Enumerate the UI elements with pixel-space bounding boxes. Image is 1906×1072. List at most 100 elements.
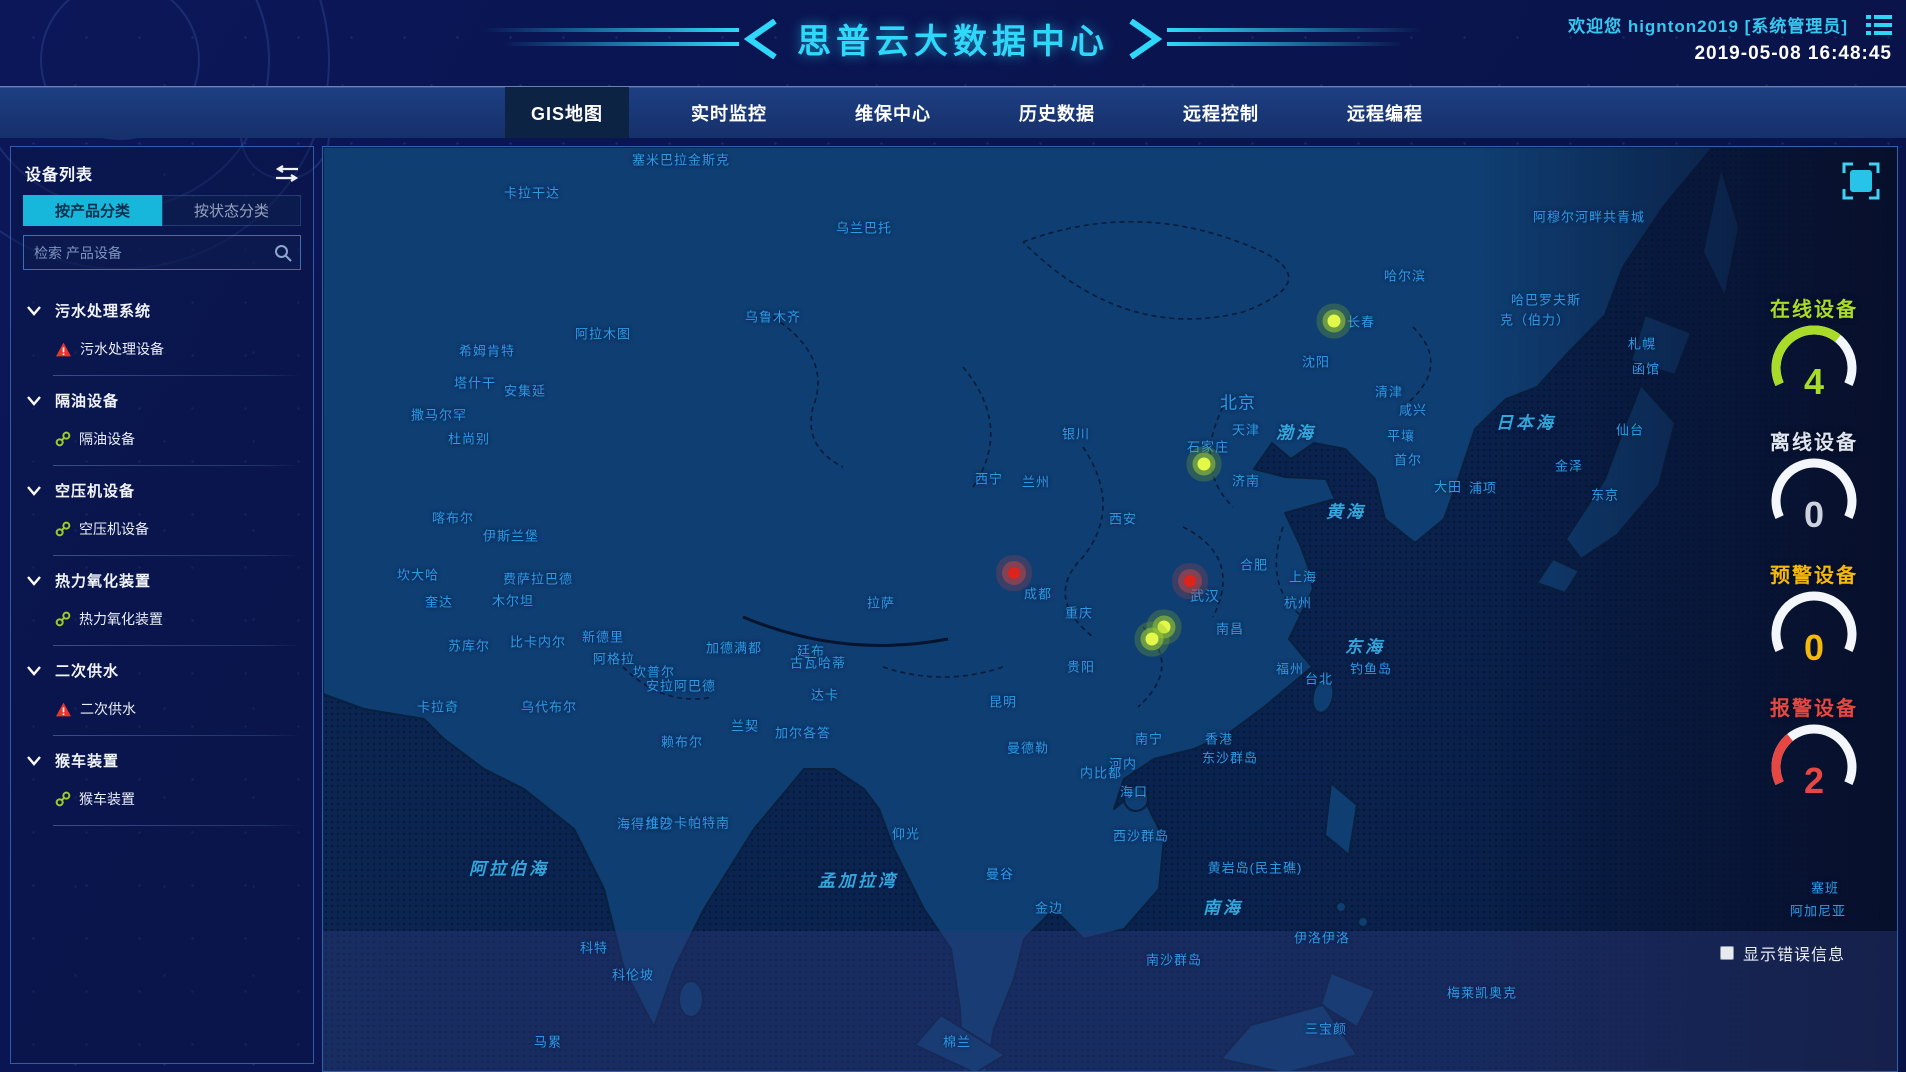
device-item-label: 隔油设备 [79, 431, 135, 447]
chevron-down-icon [27, 395, 41, 406]
header: 思普云大数据中心 欢迎您 hignton2019 [系统管理员] [0, 0, 1906, 86]
gis-map[interactable]: 卡拉干达 塞米巴拉金斯克 乌兰巴托 阿穆尔河畔共青城 哈巴罗夫斯 克（伯力） 哈尔滨 长春 沈阳… [322, 146, 1898, 1072]
divider [53, 375, 301, 376]
device-group-header-1[interactable]: 污水处理系统 [23, 288, 301, 329]
device-group-label: 热力氧化装置 [55, 573, 152, 590]
gauge-warning: 预警设备 0 [1754, 559, 1874, 674]
divider [53, 645, 301, 646]
chevron-down-icon [27, 665, 41, 676]
device-item[interactable]: 猴车装置 [23, 779, 301, 817]
device-tree: 污水处理系统 污水处理设备 隔油设备 隔油设备 空压机设备 空压机设备 热力氧化装置 热力氧化… [23, 288, 301, 826]
swap-arrows-icon[interactable] [275, 164, 299, 182]
gauge-offline: 离线设备 0 [1754, 426, 1874, 541]
show-errors-label: 显示错误信息 [1742, 947, 1845, 964]
device-group-header-6[interactable]: 猴车装置 [23, 738, 301, 779]
search-icon[interactable] [274, 244, 292, 267]
nav-tab-2[interactable]: 实时监控 [691, 103, 768, 124]
gauge-alarm: 报警设备 2 [1754, 692, 1874, 807]
device-group: 猴车装置 猴车装置 [23, 738, 301, 826]
gauge-arc-warning: 0 [1771, 591, 1857, 668]
sidebar-tab-2[interactable]: 按状态分类 [162, 195, 301, 226]
device-item-label: 热力氧化装置 [79, 611, 163, 627]
device-group-header-2[interactable]: 隔油设备 [23, 378, 301, 419]
device-marker-online[interactable] [1327, 314, 1341, 328]
svg-text:0: 0 [1804, 494, 1824, 535]
fullscreen-button[interactable] [1841, 161, 1881, 204]
svg-text:2: 2 [1804, 760, 1824, 801]
gauge-label-online: 在线设备 [1770, 299, 1858, 321]
gauge-arc-offline: 0 [1771, 458, 1857, 535]
device-item[interactable]: 隔油设备 [23, 419, 301, 457]
gauge-label-offline: 离线设备 [1770, 432, 1858, 454]
warning-triangle-icon [56, 702, 71, 716]
divider [53, 465, 301, 466]
nav-tab-5[interactable]: 远程控制 [1183, 103, 1260, 124]
chain-link-icon [55, 521, 71, 537]
show-errors-checkbox-row[interactable]: 显示错误信息 [1719, 941, 1845, 965]
title-decoration-right [1129, 18, 1423, 59]
search-box [23, 235, 301, 270]
warning-triangle-icon [56, 342, 71, 356]
device-item[interactable]: 污水处理设备 [23, 329, 301, 367]
device-marker-online[interactable] [1145, 632, 1159, 646]
gauge-arc-alarm: 2 [1771, 724, 1857, 801]
device-marker-online[interactable] [1197, 457, 1211, 471]
map-bottom-band [323, 931, 1897, 1071]
device-marker-alarm[interactable] [1008, 567, 1020, 579]
device-list-title: 设备列表 [25, 167, 94, 184]
chevron-down-icon [27, 755, 41, 766]
gauge-label-alarm: 报警设备 [1770, 698, 1858, 720]
show-errors-checkbox[interactable] [1719, 946, 1734, 960]
divider [53, 555, 301, 556]
device-item[interactable]: 空压机设备 [23, 509, 301, 547]
gauge-arc-online: 4 [1771, 325, 1857, 402]
device-group: 二次供水 二次供水 [23, 648, 301, 736]
chevron-down-icon [27, 305, 41, 316]
nav-tab-4[interactable]: 历史数据 [1019, 103, 1096, 124]
device-group-label: 污水处理系统 [55, 303, 152, 320]
gauge-label-warning: 预警设备 [1770, 565, 1858, 587]
welcome-text: 欢迎您 hignton2019 [系统管理员] [1568, 17, 1848, 36]
divider [53, 735, 301, 736]
device-stats-panel: 在线设备 4 离线设备 0 预警设备 0 报警设备 2 [1741, 293, 1887, 807]
device-group-label: 隔油设备 [55, 393, 120, 410]
page-title: 思普云大数据中心 [797, 23, 1109, 61]
chain-link-icon [55, 611, 71, 627]
chevron-down-icon [27, 575, 41, 586]
nav-bar: GIS地图 实时监控 维保中心 历史数据 远程控制 远程编程 [0, 86, 1906, 138]
device-group-header-4[interactable]: 热力氧化装置 [23, 558, 301, 599]
device-item[interactable]: 二次供水 [23, 689, 301, 727]
device-item-label: 污水处理设备 [80, 341, 164, 357]
device-group: 热力氧化装置 热力氧化装置 [23, 558, 301, 646]
device-item[interactable]: 热力氧化装置 [23, 599, 301, 637]
device-group-label: 猴车装置 [55, 753, 120, 770]
nav-tab-1[interactable]: GIS地图 [505, 87, 630, 138]
search-input[interactable] [23, 235, 301, 270]
device-group: 空压机设备 空压机设备 [23, 468, 301, 556]
menu-icon[interactable] [1866, 14, 1892, 36]
device-group-header-3[interactable]: 空压机设备 [23, 468, 301, 509]
fullscreen-icon [1842, 162, 1880, 200]
title-decoration-left [483, 18, 777, 59]
device-item-label: 猴车装置 [79, 791, 135, 807]
nav-tab-6[interactable]: 远程编程 [1347, 103, 1424, 124]
device-group-label: 二次供水 [55, 663, 120, 680]
chain-link-icon [55, 791, 71, 807]
nav-tab-3[interactable]: 维保中心 [855, 103, 932, 124]
chain-link-icon [55, 431, 71, 447]
device-group: 污水处理系统污水处理设备 [23, 288, 301, 376]
svg-text:0: 0 [1804, 627, 1824, 668]
device-marker-alarm[interactable] [1184, 575, 1196, 587]
device-group-header-5[interactable]: 二次供水 [23, 648, 301, 689]
device-item-label: 二次供水 [80, 701, 136, 717]
datetime: 2019-05-08 16:48:45 [1694, 43, 1892, 64]
device-group: 隔油设备 隔油设备 [23, 378, 301, 466]
sidebar-tab-1[interactable]: 按产品分类 [23, 195, 162, 226]
device-group-label: 空压机设备 [55, 483, 136, 500]
device-item-label: 空压机设备 [79, 521, 149, 537]
map-markers [323, 147, 1897, 1071]
device-marker-online[interactable] [1157, 620, 1171, 634]
